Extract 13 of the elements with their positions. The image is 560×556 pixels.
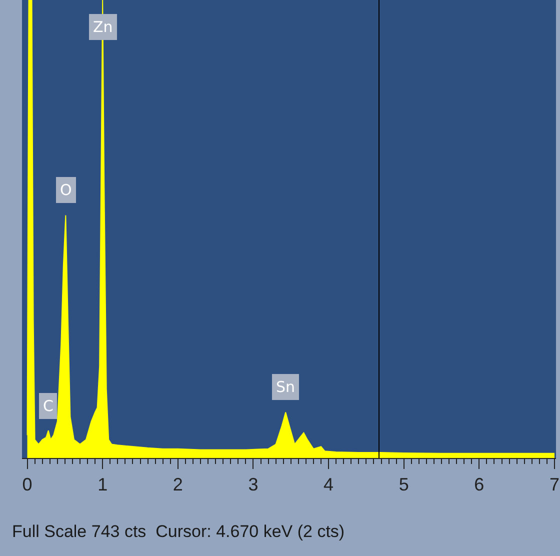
annotation: Zn: [93, 18, 113, 36]
annotation: C: [43, 397, 54, 415]
annotation: Sn: [276, 378, 296, 396]
x-tick-label: 4: [324, 474, 334, 495]
x-tick-label: 2: [172, 474, 183, 495]
x-tick-label: 3: [248, 474, 258, 495]
text: Full Scale 743 cts Cursor: 4.670 keV (2 cts): [12, 522, 345, 541]
x-tick-label: 0: [22, 474, 32, 495]
x-tick-label: 6: [474, 474, 484, 495]
x-tick-label: 7: [549, 474, 560, 495]
x-tick-label: 5: [398, 474, 409, 495]
x-tick-label: 1: [98, 474, 108, 495]
annotation: O: [60, 181, 72, 199]
